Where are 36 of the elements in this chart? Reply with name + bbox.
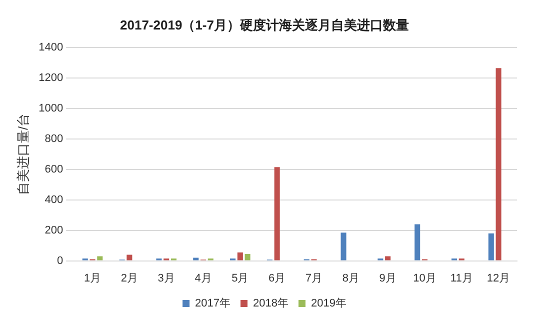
bar	[488, 233, 494, 260]
x-tick-label: 10月	[413, 272, 436, 284]
bar	[340, 232, 346, 260]
x-tick-label: 8月	[342, 272, 360, 284]
y-tick-label: 1400	[38, 42, 64, 54]
x-tick-label: 9月	[379, 272, 396, 284]
x-tick-label: 5月	[232, 272, 249, 284]
bar	[496, 68, 502, 260]
y-tick-label: 0	[56, 254, 64, 267]
bar	[414, 224, 420, 260]
bar	[193, 258, 199, 260]
legend-label: 2018年	[253, 298, 288, 310]
x-tick-label: 3月	[158, 272, 175, 284]
legend-label: 2017年	[195, 298, 231, 310]
x-tick-label: 12月	[486, 272, 510, 284]
y-tick-label: 1000	[38, 102, 64, 115]
y-tick-label: 1200	[38, 72, 64, 84]
y-tick-label: 800	[44, 133, 64, 146]
x-tick-label: 1月	[84, 272, 102, 284]
bar	[97, 256, 103, 260]
x-tick-label: 6月	[268, 272, 286, 284]
y-axis-title: 自美进口量/台	[15, 113, 30, 196]
y-tick-label: 200	[44, 224, 64, 236]
x-tick-label: 4月	[194, 272, 212, 284]
x-tick-label: 2月	[120, 272, 138, 284]
bar	[244, 254, 250, 260]
y-tick-label: 400	[44, 194, 64, 206]
y-tick-label: 600	[44, 163, 64, 176]
bar	[237, 252, 243, 260]
x-tick-label: 7月	[305, 272, 323, 284]
legend-label: 2019年	[310, 298, 346, 310]
chart-title: 2017-2019（1-7月）硬度计海关逐月自美进口数量	[120, 17, 409, 32]
bar	[385, 256, 391, 260]
bar	[274, 167, 280, 260]
bar	[126, 254, 132, 260]
x-tick-label: 11月	[450, 272, 473, 284]
